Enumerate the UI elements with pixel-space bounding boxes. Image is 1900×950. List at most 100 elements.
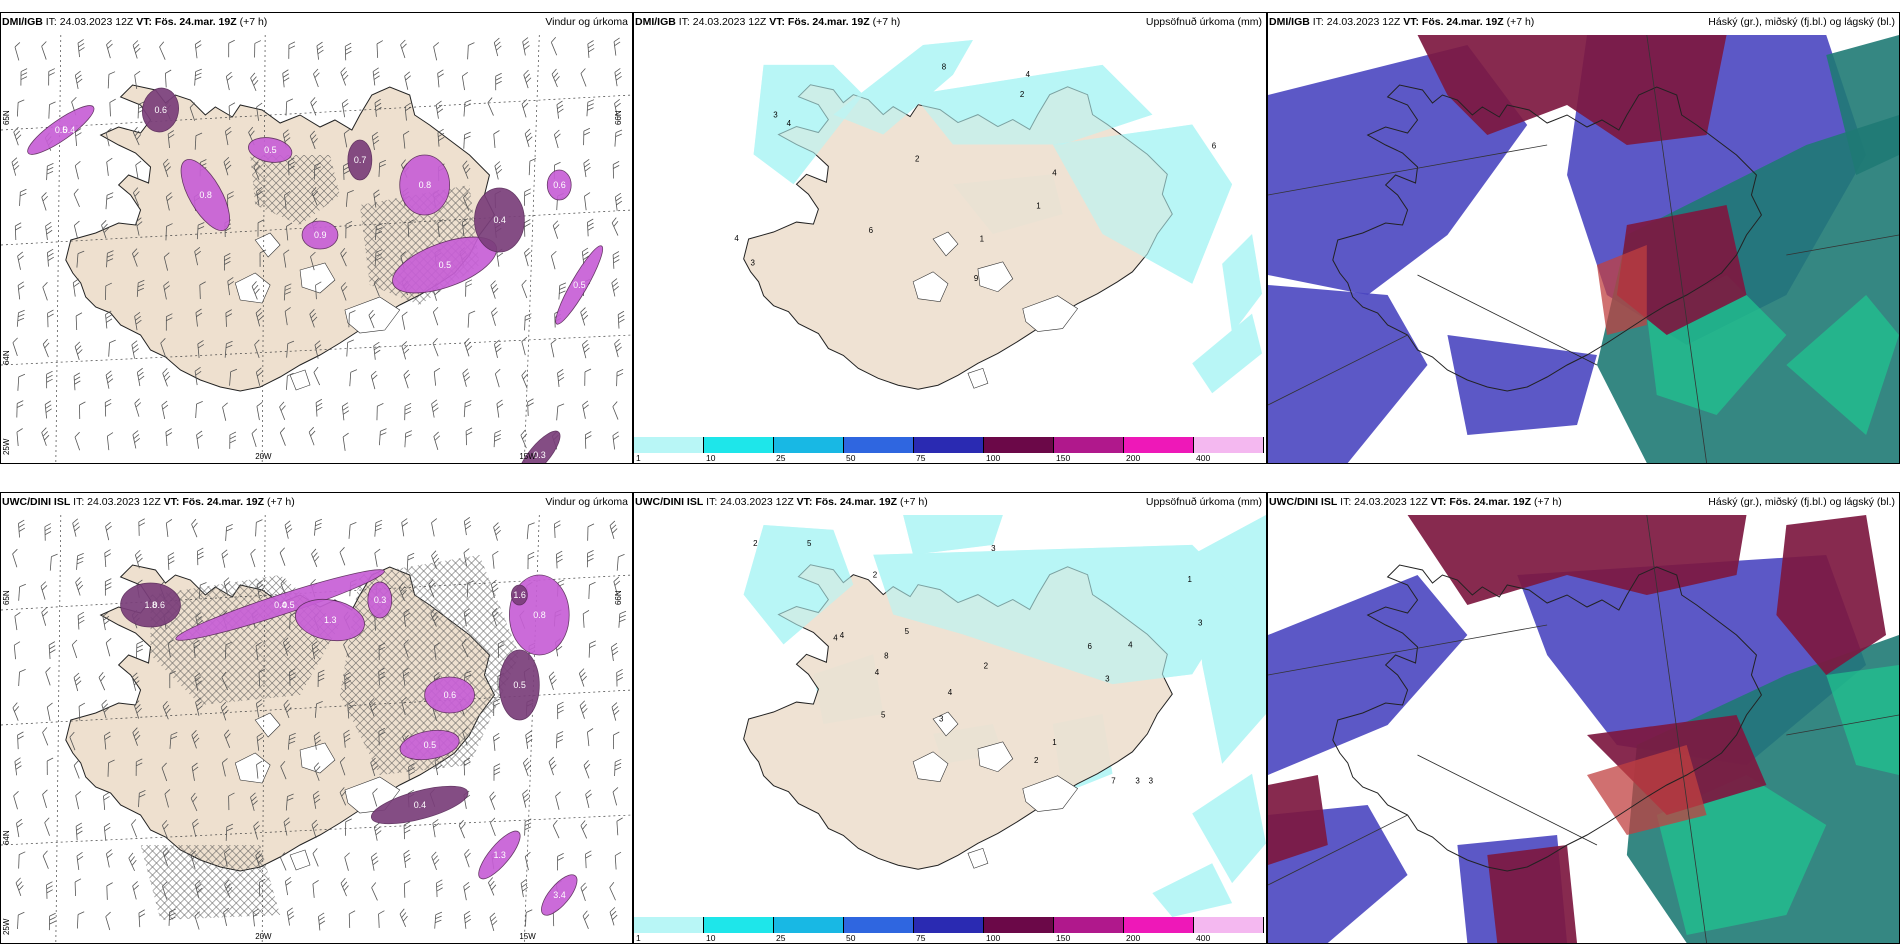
wind-barb	[16, 99, 25, 117]
wind-barb	[613, 37, 621, 56]
precip-amount-label: 4	[840, 631, 845, 640]
precip-area	[367, 581, 393, 619]
precip-amount-label: 4	[787, 119, 792, 128]
wind-barb	[580, 882, 588, 902]
wind-barb	[71, 639, 78, 659]
wind-barb	[105, 637, 112, 657]
wind-barb	[223, 156, 232, 176]
wind-barb	[580, 307, 589, 326]
wind-barb	[466, 580, 475, 598]
panel-title: Uppsöfnuð úrkoma (mm)	[1145, 496, 1262, 508]
init-time: IT: 24.03.2023 12Z	[73, 496, 161, 508]
wind-barb	[612, 251, 620, 269]
wind-barb	[194, 246, 201, 266]
wind-barb	[403, 639, 409, 658]
precip-area	[347, 139, 373, 181]
wind-barb	[407, 219, 414, 238]
wind-barb	[106, 882, 113, 900]
wind-barb	[195, 401, 203, 419]
wind-barb	[432, 337, 439, 357]
wind-barb	[48, 641, 56, 660]
wind-barb	[347, 700, 354, 719]
wind-barb	[464, 848, 471, 868]
wind-barb	[18, 519, 26, 538]
panel-bottom-middle: UWC/DINI ISL IT: 24.03.2023 12Z VT: Fös.…	[633, 492, 1267, 944]
wind-barb	[224, 729, 231, 748]
wind-barb	[376, 403, 384, 421]
precip-area	[120, 582, 181, 628]
colorbar-swatch	[1054, 437, 1124, 453]
wind-barb	[587, 523, 595, 541]
wind-barb	[556, 403, 565, 421]
wind-barb	[612, 787, 619, 806]
colorbar-tick-label: 25	[776, 933, 786, 943]
wind-barb	[167, 552, 175, 570]
precip-amount-label: 3	[1149, 776, 1154, 785]
wind-barb	[313, 366, 321, 386]
wind-barb	[164, 69, 172, 88]
wind-barb	[311, 187, 318, 206]
panel-bottom-left: UWC/DINI ISL IT: 24.03.2023 12Z VT: Fös.…	[0, 492, 633, 944]
init-time: IT: 24.03.2023 12Z	[1312, 16, 1401, 28]
wind-barb	[284, 191, 291, 210]
wind-barb	[399, 908, 408, 927]
wind-barb	[374, 519, 383, 537]
wind-barb	[433, 642, 441, 661]
wind-barb	[554, 129, 561, 149]
wind-barb	[133, 187, 140, 206]
low-cloud-area	[1826, 35, 1899, 175]
wind-barb	[190, 792, 198, 812]
colorbar-swatch	[1124, 917, 1194, 933]
wind-barb	[378, 910, 385, 928]
wind-barb	[403, 880, 411, 898]
panel-top-left: DMI/IGB IT: 24.03.2023 12Z VT: Fös. 24.m…	[0, 12, 633, 464]
valid-time: VT: Fös. 24.mar. 19Z	[163, 496, 265, 508]
wind-barb	[616, 669, 623, 687]
wind-barb	[467, 310, 476, 328]
wind-barb	[404, 71, 411, 90]
low-cloud-area	[1786, 295, 1899, 435]
wind-barb	[312, 848, 319, 867]
colorbar-tick-label: 10	[706, 933, 716, 943]
wind-barb	[250, 792, 258, 811]
wind-barb	[437, 219, 444, 237]
precip-amount-label: 3	[1105, 675, 1110, 684]
wind-barb	[368, 309, 376, 329]
lead-time: (+7 h)	[1533, 496, 1562, 508]
precip-area	[1192, 773, 1266, 884]
high-cloud-area	[1417, 35, 1727, 145]
precip-amount-label: 4	[1026, 70, 1031, 79]
wind-barb	[580, 820, 588, 839]
precip-value-label: 0.8	[199, 190, 211, 200]
wind-barb	[46, 757, 54, 776]
wind-barb	[196, 547, 204, 566]
mid-cloud-area	[1447, 335, 1597, 435]
wind-barb	[76, 851, 84, 871]
wind-barb	[224, 879, 233, 898]
wind-barb	[279, 401, 286, 421]
wind-barb	[550, 250, 557, 270]
wind-barb	[101, 699, 110, 719]
wind-barb	[612, 431, 620, 450]
precip-amount-label: 3	[939, 715, 944, 724]
precip-value-label: 0.6	[444, 690, 456, 700]
wind-barb	[582, 400, 589, 419]
wind-barb	[132, 248, 139, 267]
precip-area	[370, 785, 469, 825]
wind-barb	[136, 640, 144, 658]
wind-barb	[131, 672, 140, 691]
wind-barb	[343, 639, 350, 658]
wind-barb	[251, 281, 260, 300]
wind-barb	[493, 430, 502, 448]
wind-barb	[162, 368, 171, 387]
wind-barb	[194, 132, 203, 150]
wind-barb	[169, 670, 176, 689]
wind-barb	[136, 279, 145, 297]
wind-barb	[373, 278, 380, 297]
wind-barb	[586, 99, 595, 117]
wind-barb	[489, 791, 496, 810]
wind-barb	[254, 40, 262, 58]
wind-barb	[339, 547, 346, 566]
wind-barb	[494, 161, 503, 180]
precip-value-label: 0.5	[439, 260, 451, 270]
